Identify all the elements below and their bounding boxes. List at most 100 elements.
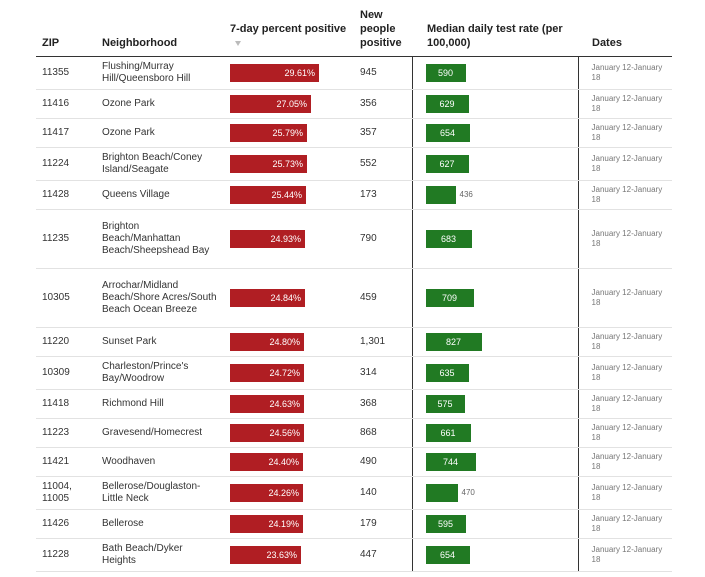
test-rate-cell: 595 <box>411 509 578 539</box>
test-rate-cell: 627 <box>411 147 578 181</box>
new-people-cell: 140 <box>354 476 412 510</box>
new-people-cell: 173 <box>354 180 412 210</box>
neighborhood-cell: Brighton Beach/Manhattan Beach/Sheepshea… <box>96 209 226 269</box>
test-rate-cell: 575 <box>411 389 578 419</box>
test-rate-cell: 436 <box>411 180 578 210</box>
zip-cell: 10309 <box>36 356 96 390</box>
dates-cell: January 12-January 18 <box>577 56 672 90</box>
new-people-cell: 459 <box>354 268 412 328</box>
dates-cell: January 12-January 18 <box>577 327 672 357</box>
positive-cell: 29.61% <box>226 56 354 90</box>
zip-cell: 11223 <box>36 418 96 448</box>
zip-cell: 11416 <box>36 89 96 119</box>
positive-header[interactable]: 7-day percent positive <box>226 0 354 57</box>
test-rate-bar: 635 <box>425 364 469 382</box>
positive-bar: 25.79% <box>230 124 307 142</box>
test-rate-bar: 744 <box>425 453 476 471</box>
positive-cell: 24.40% <box>226 447 354 477</box>
table-row: 11228 Bath Beach/Dyker Heights 23.63% 447 65… <box>36 538 672 572</box>
new-people-cell: 790 <box>354 209 412 269</box>
positive-cell: 24.63% <box>226 389 354 419</box>
dates-cell: January 12-January 18 <box>577 538 672 572</box>
zip-cell: 11228 <box>36 538 96 572</box>
dates-cell: January 12-January 18 <box>577 447 672 477</box>
test-rate-bar: 654 <box>425 546 470 564</box>
positive-bar: 23.63% <box>230 546 301 564</box>
new-people-cell: 945 <box>354 56 412 90</box>
test-rate-bar: 627 <box>425 155 469 173</box>
zip-cell: 11417 <box>36 118 96 148</box>
test-rate-bar: 575 <box>425 395 465 413</box>
table-row: 11417 Ozone Park 25.79% 357 654 January 12-Ja… <box>36 118 672 148</box>
neighborhood-cell: Bellerose/Douglaston-Little Neck <box>96 476 226 510</box>
test-rate-bar: 827 <box>425 333 482 351</box>
new-people-cell: 368 <box>354 389 412 419</box>
neighborhood-cell: Woodhaven <box>96 447 226 477</box>
neighborhood-cell: Flushing/Murray Hill/Queensboro Hill <box>96 56 226 90</box>
dates-cell: January 12-January 18 <box>577 209 672 269</box>
neighborhood-cell: Ozone Park <box>96 118 226 148</box>
zip-cell: 11235 <box>36 209 96 269</box>
zip-cell: 11355 <box>36 56 96 90</box>
zip-header[interactable]: ZIP <box>36 0 96 57</box>
positive-bar: 24.93% <box>230 230 305 248</box>
dates-cell: January 12-January 18 <box>577 180 672 210</box>
positive-bar: 24.40% <box>230 453 303 471</box>
table-row: 11004, 11005 Bellerose/Douglaston-Little … <box>36 476 672 510</box>
positive-bar: 24.56% <box>230 424 304 442</box>
dates-cell: January 12-January 18 <box>577 356 672 390</box>
dates-cell: January 12-January 18 <box>577 118 672 148</box>
neighborhood-cell: Bellerose <box>96 509 226 539</box>
neighborhood-cell: Richmond Hill <box>96 389 226 419</box>
positive-cell: 24.80% <box>226 327 354 357</box>
positive-bar: 24.19% <box>230 515 303 533</box>
positive-cell: 24.19% <box>226 509 354 539</box>
positive-bar: 24.80% <box>230 333 304 351</box>
table-row: 10305 Arrochar/Midland Beach/Shore Acres/… <box>36 268 672 328</box>
positive-cell: 23.63% <box>226 538 354 572</box>
test-rate-cell: 827 <box>411 327 578 357</box>
dates-cell: January 12-January 18 <box>577 89 672 119</box>
positive-bar: 25.73% <box>230 155 307 173</box>
table-row: 11235 Brighton Beach/Manhattan Beach/Shee… <box>36 209 672 269</box>
neighborhood-cell: Queens Village <box>96 180 226 210</box>
test-rate-bar: 595 <box>425 515 466 533</box>
zip-cell: 11224 <box>36 147 96 181</box>
dates-cell: January 12-January 18 <box>577 268 672 328</box>
test-rate-cell: 654 <box>411 118 578 148</box>
new-people-cell: 356 <box>354 89 412 119</box>
new-people-cell: 314 <box>354 356 412 390</box>
neighborhood-header[interactable]: Neighborhood <box>96 0 226 57</box>
neighborhood-cell: Ozone Park <box>96 89 226 119</box>
positive-bar: 24.84% <box>230 289 305 307</box>
neighborhood-cell: Arrochar/Midland Beach/Shore Acres/South… <box>96 268 226 328</box>
test-rate-cell: 590 <box>411 56 578 90</box>
neighborhood-cell: Brighton Beach/Coney Island/Seagate <box>96 147 226 181</box>
new-people-cell: 868 <box>354 418 412 448</box>
new-people-cell: 552 <box>354 147 412 181</box>
new-people-cell: 490 <box>354 447 412 477</box>
dates-cell: January 12-January 18 <box>577 389 672 419</box>
dates-header[interactable]: Dates <box>578 0 672 57</box>
dates-cell: January 12-January 18 <box>577 418 672 448</box>
new-people-cell: 179 <box>354 509 412 539</box>
new-people-header[interactable]: New people positive <box>354 0 412 57</box>
test-rate-header[interactable]: Median daily test rate (per 100,000) <box>412 0 578 57</box>
test-rate-cell: 654 <box>411 538 578 572</box>
test-rate-bar: 629 <box>425 95 469 113</box>
new-people-cell: 447 <box>354 538 412 572</box>
positivity-table: ZIP Neighborhood 7-day percent positive … <box>36 0 672 572</box>
new-people-cell: 1,301 <box>354 327 412 357</box>
table-row: 11428 Queens Village 25.44% 173 436 January 1… <box>36 180 672 210</box>
neighborhood-cell: Charleston/Prince's Bay/Woodrow <box>96 356 226 390</box>
table-row: 11426 Bellerose 24.19% 179 595 January 12-Jan… <box>36 509 672 539</box>
positive-cell: 27.05% <box>226 89 354 119</box>
test-rate-cell: 470 <box>411 476 578 510</box>
zip-cell: 11421 <box>36 447 96 477</box>
test-rate-bar <box>425 186 456 204</box>
test-rate-bar: 709 <box>425 289 474 307</box>
zip-cell: 11428 <box>36 180 96 210</box>
table-row: 10309 Charleston/Prince's Bay/Woodrow 24.7… <box>36 356 672 390</box>
test-rate-cell: 629 <box>411 89 578 119</box>
zip-cell: 11418 <box>36 389 96 419</box>
